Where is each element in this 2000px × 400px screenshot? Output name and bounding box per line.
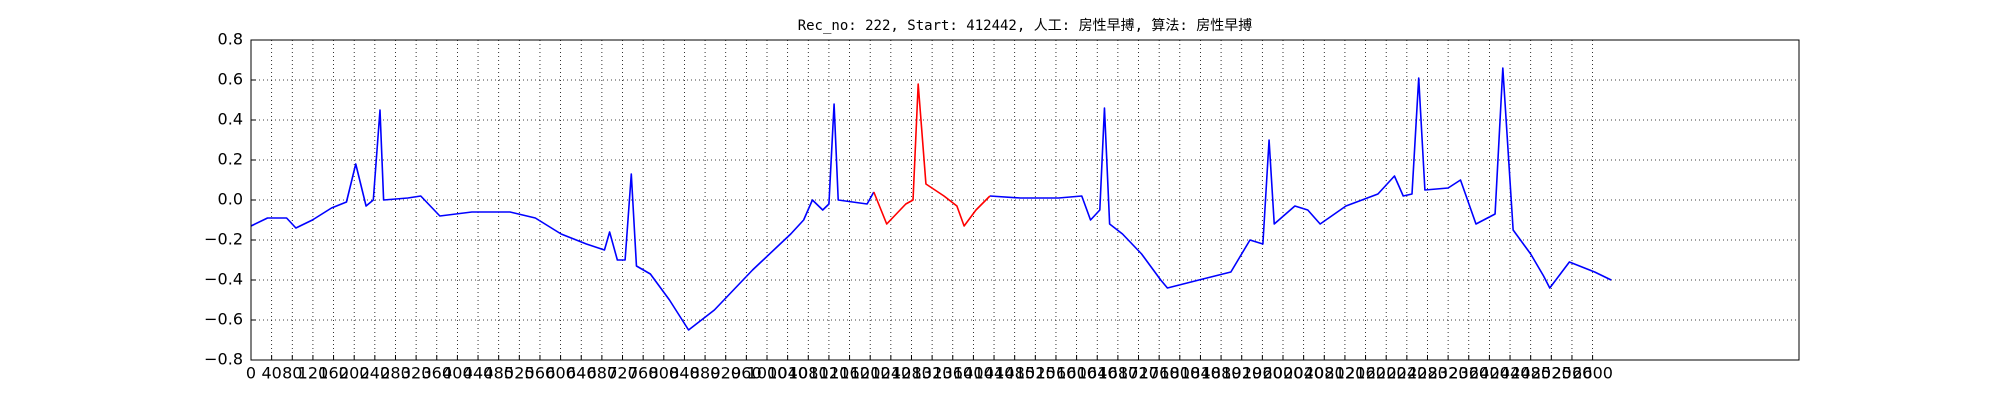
x-tick-label: 640: [566, 364, 597, 383]
x-tick-label: 1840: [1180, 364, 1221, 383]
x-tick-label: 840: [669, 364, 700, 383]
y-tick-label: −0.8: [204, 350, 243, 369]
x-tick-label: 800: [649, 364, 680, 383]
y-tick-label: 0.4: [218, 110, 243, 129]
x-tick-label: 240: [360, 364, 391, 383]
x-tick-label: 880: [690, 364, 721, 383]
x-tick-label: 360: [421, 364, 452, 383]
x-tick-label: 1880: [1201, 364, 1242, 383]
x-tick-label: 1640: [1077, 364, 1118, 383]
ecg-line: [250, 67, 1612, 331]
x-tick-label: 320: [401, 364, 432, 383]
y-tick-label: −0.4: [204, 270, 243, 289]
x-tick-label: 1600: [1056, 364, 1097, 383]
x-tick-label: 40: [261, 364, 281, 383]
x-tick-label: 0: [246, 364, 256, 383]
x-tick-label: 2400: [1469, 364, 1510, 383]
x-tick-label: 1320: [912, 364, 953, 383]
x-tick-label: 2080: [1304, 364, 1345, 383]
plot-frame: [250, 39, 1800, 361]
x-tick-label: 1920: [1221, 364, 1262, 383]
ecg-line: [873, 83, 991, 227]
x-tick-label: 480: [483, 364, 514, 383]
x-tick-label: 1560: [1036, 364, 1077, 383]
x-tick-label: 720: [607, 364, 638, 383]
x-tick-label: 1520: [1015, 364, 1056, 383]
x-tick-label: 160: [318, 364, 349, 383]
x-tick-label: 2240: [1386, 364, 1427, 383]
x-tick-label: 1400: [953, 364, 994, 383]
y-tick-label: −0.6: [204, 310, 243, 329]
chart-title: Rec_no: 222, Start: 412442, 人工: 房性早搏, 算法…: [798, 17, 1253, 34]
x-tick-label: 760: [628, 364, 659, 383]
x-tick-label: 1480: [994, 364, 1035, 383]
x-tick-label: 960: [731, 364, 762, 383]
x-tick-label: 80: [282, 364, 302, 383]
x-tick-label: 1720: [1118, 364, 1159, 383]
x-tick-label: 2440: [1490, 364, 1531, 383]
x-tick-label: 2280: [1407, 364, 1448, 383]
x-tick-label: 1280: [891, 364, 932, 383]
x-tick-label: 1440: [974, 364, 1015, 383]
x-tick-label: 2160: [1345, 364, 1386, 383]
x-tick-label: 1800: [1159, 364, 1200, 383]
y-tick-label: 0.2: [218, 150, 243, 169]
x-tick-label: 2360: [1448, 364, 1489, 383]
x-tick-label: 200: [339, 364, 370, 383]
x-tick-label: 920: [710, 364, 741, 383]
x-tick-label: 600: [545, 364, 576, 383]
x-tick-label: 2200: [1366, 364, 1407, 383]
x-tick-label: 680: [587, 364, 618, 383]
x-tick-label: 2120: [1325, 364, 1366, 383]
x-tick-label: 1200: [850, 364, 891, 383]
x-tick-label: 280: [380, 364, 411, 383]
y-tick-label: 0.6: [218, 70, 243, 89]
y-tick-label: 0.0: [218, 190, 243, 209]
x-tick-label: 440: [463, 364, 494, 383]
x-tick-label: 1960: [1242, 364, 1283, 383]
x-tick-label: 2480: [1510, 364, 1551, 383]
x-tick-label: 1240: [870, 364, 911, 383]
x-tick-label: 1000: [747, 364, 788, 383]
x-tick-label: 2520: [1531, 364, 1572, 383]
x-tick-label: 400: [442, 364, 473, 383]
x-tick-label: 1160: [829, 364, 870, 383]
x-tick-label: 2000: [1263, 364, 1304, 383]
x-tick-label: 1120: [809, 364, 850, 383]
x-tick-label: 560: [525, 364, 556, 383]
x-tick-label: 1360: [932, 364, 973, 383]
x-tick-label: 120: [298, 364, 329, 383]
y-tick-label: 0.8: [218, 30, 243, 49]
x-tick-label: 2320: [1428, 364, 1469, 383]
x-tick-label: 1760: [1139, 364, 1180, 383]
x-tick-label: 2560: [1552, 364, 1593, 383]
x-tick-label: 2600: [1572, 364, 1613, 383]
x-tick-label: 1080: [788, 364, 829, 383]
x-tick-label: 520: [504, 364, 535, 383]
y-tick-label: −0.2: [204, 230, 243, 249]
x-tick-label: 1680: [1098, 364, 1139, 383]
x-tick-label: 2040: [1283, 364, 1324, 383]
x-tick-label: 1040: [767, 364, 808, 383]
